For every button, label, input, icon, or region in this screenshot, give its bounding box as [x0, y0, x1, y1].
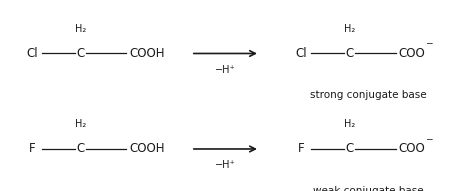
Text: COO: COO — [398, 142, 425, 155]
Text: −: − — [424, 134, 431, 143]
Text: H₂: H₂ — [75, 119, 86, 129]
Text: C: C — [76, 47, 84, 60]
Text: COOH: COOH — [129, 47, 165, 60]
Text: H₂: H₂ — [343, 119, 354, 129]
Text: COO: COO — [398, 47, 425, 60]
Text: C: C — [345, 142, 353, 155]
Text: H₂: H₂ — [75, 24, 86, 34]
Text: −H⁺: −H⁺ — [214, 160, 235, 170]
Text: −: − — [424, 38, 431, 48]
Text: Cl: Cl — [295, 47, 307, 60]
Text: F: F — [29, 142, 35, 155]
Text: C: C — [76, 142, 84, 155]
Text: C: C — [345, 47, 353, 60]
Text: strong conjugate base: strong conjugate base — [309, 91, 425, 100]
Text: Cl: Cl — [26, 47, 38, 60]
Text: −H⁺: −H⁺ — [214, 65, 235, 75]
Text: F: F — [297, 142, 304, 155]
Text: weak conjugate base: weak conjugate base — [312, 186, 422, 191]
Text: H₂: H₂ — [343, 24, 354, 34]
Text: COOH: COOH — [129, 142, 165, 155]
